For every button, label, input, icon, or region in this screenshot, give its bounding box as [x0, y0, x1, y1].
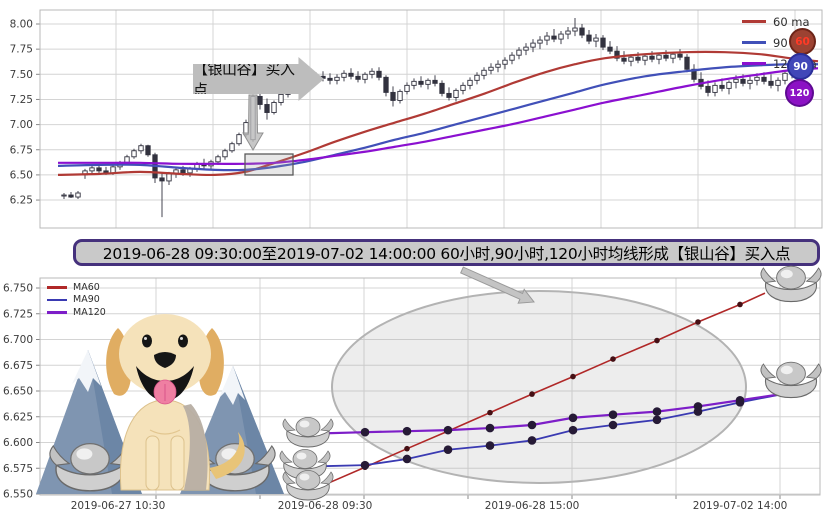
bottom-chart-legend: MA60 MA90 MA120	[47, 281, 106, 319]
marker-MA120	[693, 402, 703, 411]
svg-text:6.750: 6.750	[3, 283, 33, 295]
marker-MA120	[360, 427, 370, 437]
svg-text:7.25: 7.25	[10, 94, 33, 106]
marker-MA120	[443, 425, 453, 435]
svg-text:6.625: 6.625	[3, 411, 33, 423]
svg-text:6.25: 6.25	[10, 195, 33, 207]
marker-MA60	[487, 409, 493, 416]
golden-valley-highlight-box	[244, 153, 294, 176]
dog-mountains-ingots-illustration	[36, 314, 284, 494]
svg-text:2019-06-28 09:30: 2019-06-28 09:30	[278, 500, 373, 512]
silver-ingot-icon	[282, 470, 334, 501]
ma90-badge: 90	[787, 53, 814, 80]
silver-ingot-icon	[282, 417, 334, 448]
ma120-badge: 120	[785, 79, 814, 107]
legend-item-ma120: MA120	[47, 306, 106, 319]
svg-text:8.00: 8.00	[10, 19, 33, 31]
marker-MA120	[527, 420, 537, 430]
bottom-ma-lines	[322, 292, 789, 485]
ma60-badge: 60	[789, 28, 816, 55]
hourly-candlestick-chart: 8.00 7.75 7.50 7.25 7.00 6.75 6.50 6.25	[10, 9, 823, 229]
line-MA120	[326, 391, 789, 435]
svg-text:6.550: 6.550	[3, 489, 33, 501]
marker-MA120	[402, 426, 412, 436]
marker-MA120	[485, 423, 495, 433]
marker-MA90	[568, 425, 578, 435]
svg-text:6.575: 6.575	[3, 463, 33, 475]
legend-item-ma90: MA90	[47, 294, 106, 307]
legend-swatch-90ma	[742, 41, 766, 44]
legend-label-ma120: MA120	[73, 306, 106, 318]
legend-item-ma60: MA60	[47, 281, 106, 294]
svg-text:7.50: 7.50	[10, 69, 33, 81]
candlesticks	[61, 17, 795, 218]
title-callout-arrow-icon	[460, 266, 535, 304]
marker-MA90	[360, 460, 370, 470]
marker-MA90	[485, 441, 495, 450]
marker-MA120	[608, 410, 618, 419]
svg-text:6.50: 6.50	[10, 169, 33, 181]
line-MA90	[322, 392, 789, 468]
legend-item-60ma: 60 ma	[742, 11, 817, 32]
legend-label-ma90: MA90	[73, 294, 100, 306]
marker-MA90	[608, 420, 618, 430]
svg-text:6.725: 6.725	[3, 308, 33, 320]
svg-text:2019-06-28 15:00: 2019-06-28 15:00	[485, 500, 580, 512]
marker-MA60	[610, 356, 616, 362]
marker-MA120	[568, 413, 578, 423]
svg-text:6.650: 6.650	[3, 386, 33, 398]
svg-text:6.700: 6.700	[3, 334, 33, 346]
svg-text:7.75: 7.75	[10, 44, 33, 56]
svg-text:2019-06-27 10:30: 2019-06-27 10:30	[71, 500, 166, 512]
marker-MA60	[404, 445, 410, 452]
silver-ingot-icon	[760, 361, 822, 399]
marker-MA90	[443, 445, 453, 455]
crossover-highlight-ellipse	[331, 290, 747, 484]
legend-swatch-ma120	[47, 311, 67, 314]
svg-text:7.00: 7.00	[10, 119, 33, 131]
marker-MA60	[654, 337, 660, 344]
marker-MA90	[652, 415, 662, 425]
legend-swatch-ma60	[47, 286, 67, 289]
legend-swatch-ma90	[47, 298, 67, 301]
svg-text:6.675: 6.675	[3, 360, 33, 372]
marker-MA60	[737, 301, 743, 308]
silver-ingot-icon	[760, 265, 822, 303]
top-ma-lines	[57, 50, 819, 177]
svg-text:6.600: 6.600	[3, 437, 33, 449]
marker-MA60	[695, 319, 701, 325]
marker-MA120	[735, 395, 745, 405]
marker-MA90	[402, 454, 412, 464]
top-grid: 8.00 7.75 7.50 7.25 7.00 6.75 6.50 6.25	[10, 9, 823, 229]
marker-MA60	[570, 373, 576, 380]
ma-detail-chart: 6.750 6.725 6.700 6.675 6.650 6.625 6.600 6.575…	[3, 265, 822, 512]
marker-MA90	[527, 436, 537, 445]
legend-label-ma60: MA60	[73, 281, 100, 293]
banner-pointer-arrow-icon	[242, 94, 264, 151]
ma-line-120-ma	[58, 67, 819, 166]
bottom-x-axis-labels: 2019-06-27 10:30 2019-06-28 09:30 2019-06-…	[71, 500, 788, 512]
svg-text:6.75: 6.75	[10, 144, 33, 156]
ma-line-60-ma	[57, 50, 819, 177]
period-summary-title: 2019-06-28 09:30:00至2019-07-02 14:00:00 …	[73, 239, 820, 266]
legend-swatch-120ma	[742, 62, 766, 65]
svg-text:2019-07-02 14:00: 2019-07-02 14:00	[693, 500, 788, 512]
marker-MA120	[652, 407, 662, 416]
marker-MA60	[529, 391, 535, 397]
golden-retriever-icon	[106, 314, 245, 491]
legend-swatch-60ma	[742, 20, 766, 23]
ma-line-90-ma	[57, 63, 819, 172]
line-MA60	[326, 292, 766, 485]
legend-label-60ma: 60 ma	[773, 14, 810, 29]
